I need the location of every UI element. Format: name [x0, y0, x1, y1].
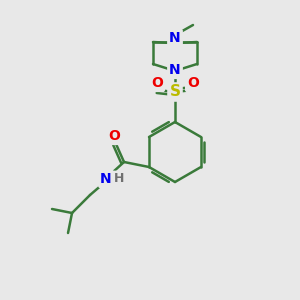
Text: O: O [151, 76, 163, 90]
Text: N: N [100, 172, 112, 186]
Text: S: S [169, 85, 181, 100]
Text: O: O [187, 76, 199, 90]
Text: N: N [169, 63, 181, 77]
Text: N: N [169, 31, 181, 45]
Text: O: O [108, 129, 120, 143]
Text: H: H [114, 172, 124, 185]
